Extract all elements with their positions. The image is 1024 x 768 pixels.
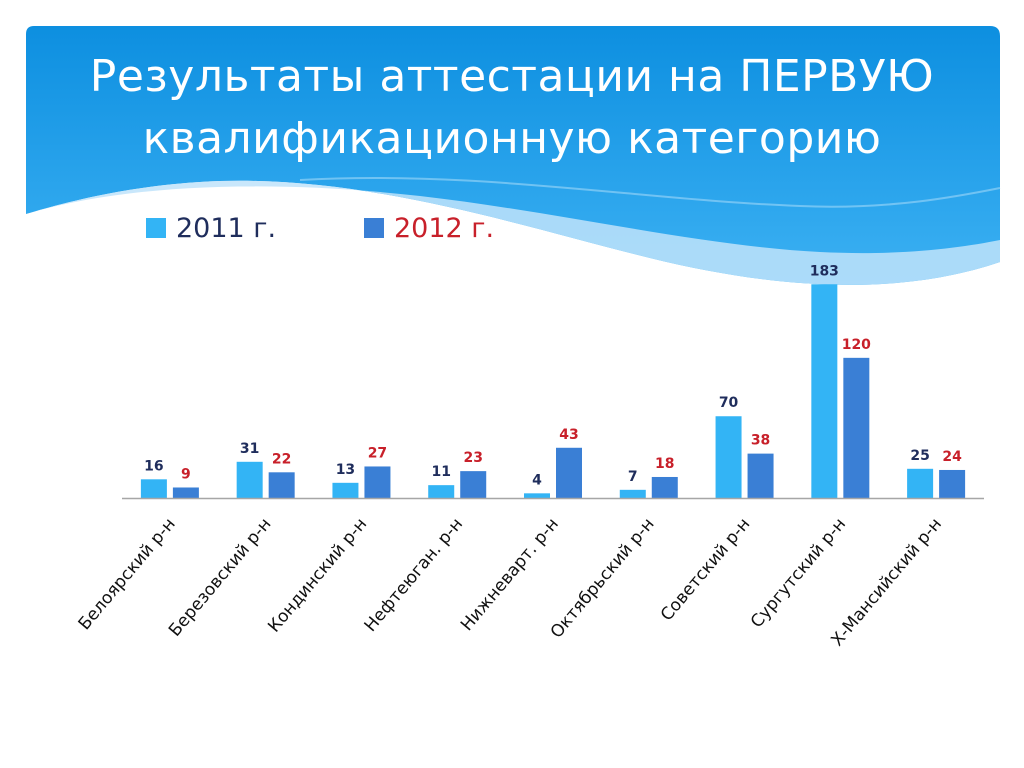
- bar-2011-г-5: [619, 489, 646, 498]
- data-label-2011-г-3: 11: [431, 464, 450, 480]
- header-wave-highlight: [26, 180, 1000, 285]
- legend-swatch-2011: [146, 218, 166, 238]
- category-label-3: Нефтеюган. р-н: [361, 514, 467, 635]
- legend-label-2012: 2012 г.: [394, 213, 495, 244]
- data-label-2011-г-4: 4: [532, 472, 542, 488]
- bar-2012-г-7: [843, 357, 870, 498]
- header-wave-line: [299, 176, 1001, 208]
- bar-2011-г-0: [140, 479, 167, 498]
- bar-2012-г-2: [364, 466, 391, 498]
- title-line-2: квалификационную категорию: [142, 113, 882, 164]
- category-label-1: Березовский р-н: [165, 514, 275, 640]
- data-label-2012-г-8: 24: [942, 449, 962, 465]
- data-label-2011-г-8: 25: [910, 448, 929, 464]
- page-title: Результаты аттестации на ПЕРВУЮ квалифик…: [26, 46, 998, 170]
- data-label-2012-г-2: 27: [368, 445, 387, 461]
- bar-2012-г-6: [747, 453, 774, 498]
- category-label-0: Белоярский р-н: [75, 514, 180, 634]
- data-label-2012-г-4: 43: [559, 427, 578, 443]
- bar-2012-г-1: [268, 472, 295, 498]
- bar-2011-г-6: [715, 416, 742, 498]
- category-label-7: Сургутский р-н: [747, 514, 850, 632]
- legend-swatch-2012: [364, 218, 384, 238]
- bar-2012-г-8: [939, 469, 966, 498]
- data-label-2012-г-3: 23: [463, 450, 482, 466]
- data-label-2012-г-0: 9: [181, 466, 191, 482]
- bar-2011-г-4: [524, 493, 550, 498]
- header-background: [26, 26, 1001, 285]
- data-label-2011-г-7: 183: [810, 263, 839, 279]
- data-label-2011-г-2: 13: [336, 462, 355, 478]
- category-label-5: Октябрьский р-н: [547, 514, 659, 642]
- title-line-1: Результаты аттестации на ПЕРВУЮ: [89, 51, 935, 102]
- bar-2011-г-2: [332, 482, 359, 498]
- bar-2011-г-3: [428, 485, 455, 498]
- legend-label-2011: 2011 г.: [176, 213, 277, 244]
- data-label-2012-г-5: 18: [655, 456, 674, 472]
- category-label-2: Кондинский р-н: [264, 514, 371, 636]
- category-label-4: Нижневарт. р-н: [457, 514, 563, 635]
- bar-2011-г-8: [907, 468, 934, 498]
- bar-2012-г-5: [651, 476, 678, 498]
- header-wave-shape: [26, 26, 1000, 285]
- data-label-2012-г-6: 38: [751, 433, 770, 449]
- data-label-2011-г-0: 16: [144, 458, 163, 474]
- category-label-6: Советский р-н: [657, 514, 754, 625]
- bar-2012-г-3: [460, 471, 487, 498]
- data-label-2011-г-6: 70: [719, 395, 739, 411]
- bar-2012-г-4: [556, 447, 582, 498]
- data-label-2011-г-5: 7: [628, 469, 638, 485]
- bar-2011-г-7: [811, 284, 838, 498]
- data-label-2012-г-7: 120: [842, 337, 871, 353]
- bar-2012-г-0: [172, 487, 199, 498]
- category-label-8: Х-Мансийский р-н: [827, 514, 946, 650]
- bar-2011-г-1: [236, 461, 263, 498]
- data-label-2012-г-1: 22: [272, 451, 291, 467]
- data-label-2011-г-1: 31: [240, 441, 259, 457]
